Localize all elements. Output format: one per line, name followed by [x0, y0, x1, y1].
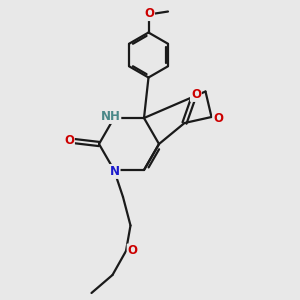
Text: O: O	[64, 134, 74, 148]
Text: O: O	[144, 7, 154, 20]
Text: N: N	[110, 165, 120, 178]
Text: O: O	[191, 88, 201, 101]
Text: O: O	[213, 112, 223, 125]
Text: O: O	[128, 244, 138, 257]
Text: NH: NH	[100, 110, 120, 123]
